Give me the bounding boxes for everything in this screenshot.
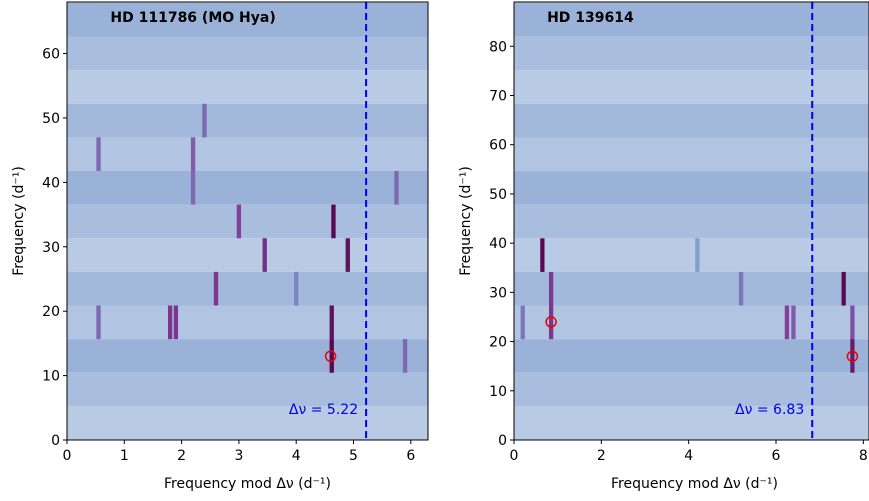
- row-band: [514, 103, 869, 138]
- ridge: [96, 137, 101, 172]
- y-tick-label: 10: [42, 369, 60, 385]
- delta-nu-label: Δν = 6.83: [735, 402, 804, 418]
- y-tick-label: 0: [51, 433, 60, 449]
- row-band: [514, 2, 869, 4]
- mode-circle: [846, 350, 859, 363]
- row-band: [67, 339, 428, 373]
- x-tick-label: 4: [292, 448, 301, 464]
- ridge: [791, 305, 796, 340]
- ridge: [167, 305, 173, 340]
- ridge: [784, 305, 790, 340]
- row-band: [67, 171, 428, 205]
- row-band: [514, 372, 869, 407]
- y-tick-label: 10: [489, 384, 507, 400]
- y-tick-label: 60: [489, 138, 507, 154]
- ridge: [190, 137, 196, 172]
- row-band: [67, 2, 428, 37]
- x-axis-label: Frequency mod Δν (d⁻¹): [611, 476, 778, 492]
- x-tick-label: 6: [772, 448, 781, 464]
- row-band: [67, 271, 428, 306]
- row-band: [514, 36, 869, 71]
- y-tick-label: 70: [489, 89, 507, 105]
- delta-nu-label: Δν = 5.22: [289, 402, 358, 418]
- row-band: [67, 103, 428, 138]
- ridge: [262, 238, 267, 272]
- y-axis-label: Frequency (d⁻¹): [458, 166, 474, 276]
- y-tick-label: 50: [42, 111, 60, 127]
- ridge: [850, 339, 855, 373]
- mode-circle: [545, 316, 557, 328]
- x-tick-label: 0: [63, 448, 72, 464]
- x-tick-label: 2: [597, 448, 606, 464]
- row-band: [67, 372, 428, 407]
- y-tick-label: 40: [489, 236, 507, 252]
- ridge: [520, 305, 525, 340]
- axes-frame: [513, 1, 869, 441]
- x-tick-label: 8: [859, 448, 868, 464]
- y-tick-label: 30: [489, 285, 507, 301]
- row-band: [514, 137, 869, 172]
- ridge: [236, 204, 242, 239]
- y-tick-label: 20: [489, 335, 507, 351]
- ridge: [548, 271, 554, 306]
- x-tick-label: 0: [510, 448, 519, 464]
- row-band: [67, 36, 428, 71]
- ridge: [394, 171, 399, 205]
- row-band: [514, 70, 869, 104]
- x-tick-label: 3: [234, 448, 243, 464]
- ridge: [213, 271, 219, 306]
- row-band: [514, 406, 869, 440]
- row-band: [67, 305, 428, 340]
- y-tick-label: 60: [42, 47, 60, 63]
- row-band: [514, 339, 869, 373]
- row-band: [514, 305, 869, 340]
- row-band: [67, 137, 428, 172]
- y-tick-label: 20: [42, 304, 60, 320]
- mode-circle: [324, 350, 337, 363]
- ridge: [402, 339, 408, 373]
- ridge: [345, 238, 350, 272]
- ridge: [329, 339, 334, 373]
- row-band: [67, 204, 428, 239]
- y-tick-label: 50: [489, 187, 507, 203]
- ridge: [96, 305, 101, 340]
- row-band: [514, 204, 869, 239]
- ridge: [294, 271, 299, 306]
- row-band: [514, 271, 869, 306]
- chart-title: HD 139614: [547, 10, 634, 26]
- row-band: [67, 406, 428, 440]
- row-band: [67, 70, 428, 104]
- chart-title: HD 111786 (MO Hya): [110, 10, 275, 26]
- ridge: [173, 305, 179, 340]
- x-tick-label: 1: [120, 448, 129, 464]
- ridge: [841, 271, 846, 306]
- row-band: [514, 238, 869, 272]
- plot-area: [67, 2, 428, 440]
- x-tick-label: 5: [349, 448, 358, 464]
- axes-frame: [66, 1, 429, 441]
- x-tick-label: 2: [177, 448, 186, 464]
- row-band: [514, 171, 869, 205]
- ridge: [738, 271, 744, 306]
- x-axis-label: Frequency mod Δν (d⁻¹): [164, 476, 331, 492]
- ridge: [540, 238, 545, 272]
- y-tick-label: 0: [498, 433, 507, 449]
- row-band: [514, 3, 869, 37]
- x-tick-label: 4: [684, 448, 693, 464]
- plot-area: [514, 2, 869, 440]
- y-tick-label: 40: [42, 175, 60, 191]
- ridge: [695, 238, 700, 272]
- ridge: [548, 305, 554, 340]
- y-tick-label: 80: [489, 39, 507, 55]
- ridge: [850, 305, 855, 340]
- y-tick-label: 30: [42, 240, 60, 256]
- x-tick-label: 6: [406, 448, 415, 464]
- ridge: [329, 305, 334, 340]
- ridge: [190, 171, 196, 205]
- ridge: [202, 103, 207, 138]
- y-axis-label: Frequency (d⁻¹): [11, 166, 27, 276]
- ridge: [331, 204, 336, 239]
- row-band: [67, 238, 428, 272]
